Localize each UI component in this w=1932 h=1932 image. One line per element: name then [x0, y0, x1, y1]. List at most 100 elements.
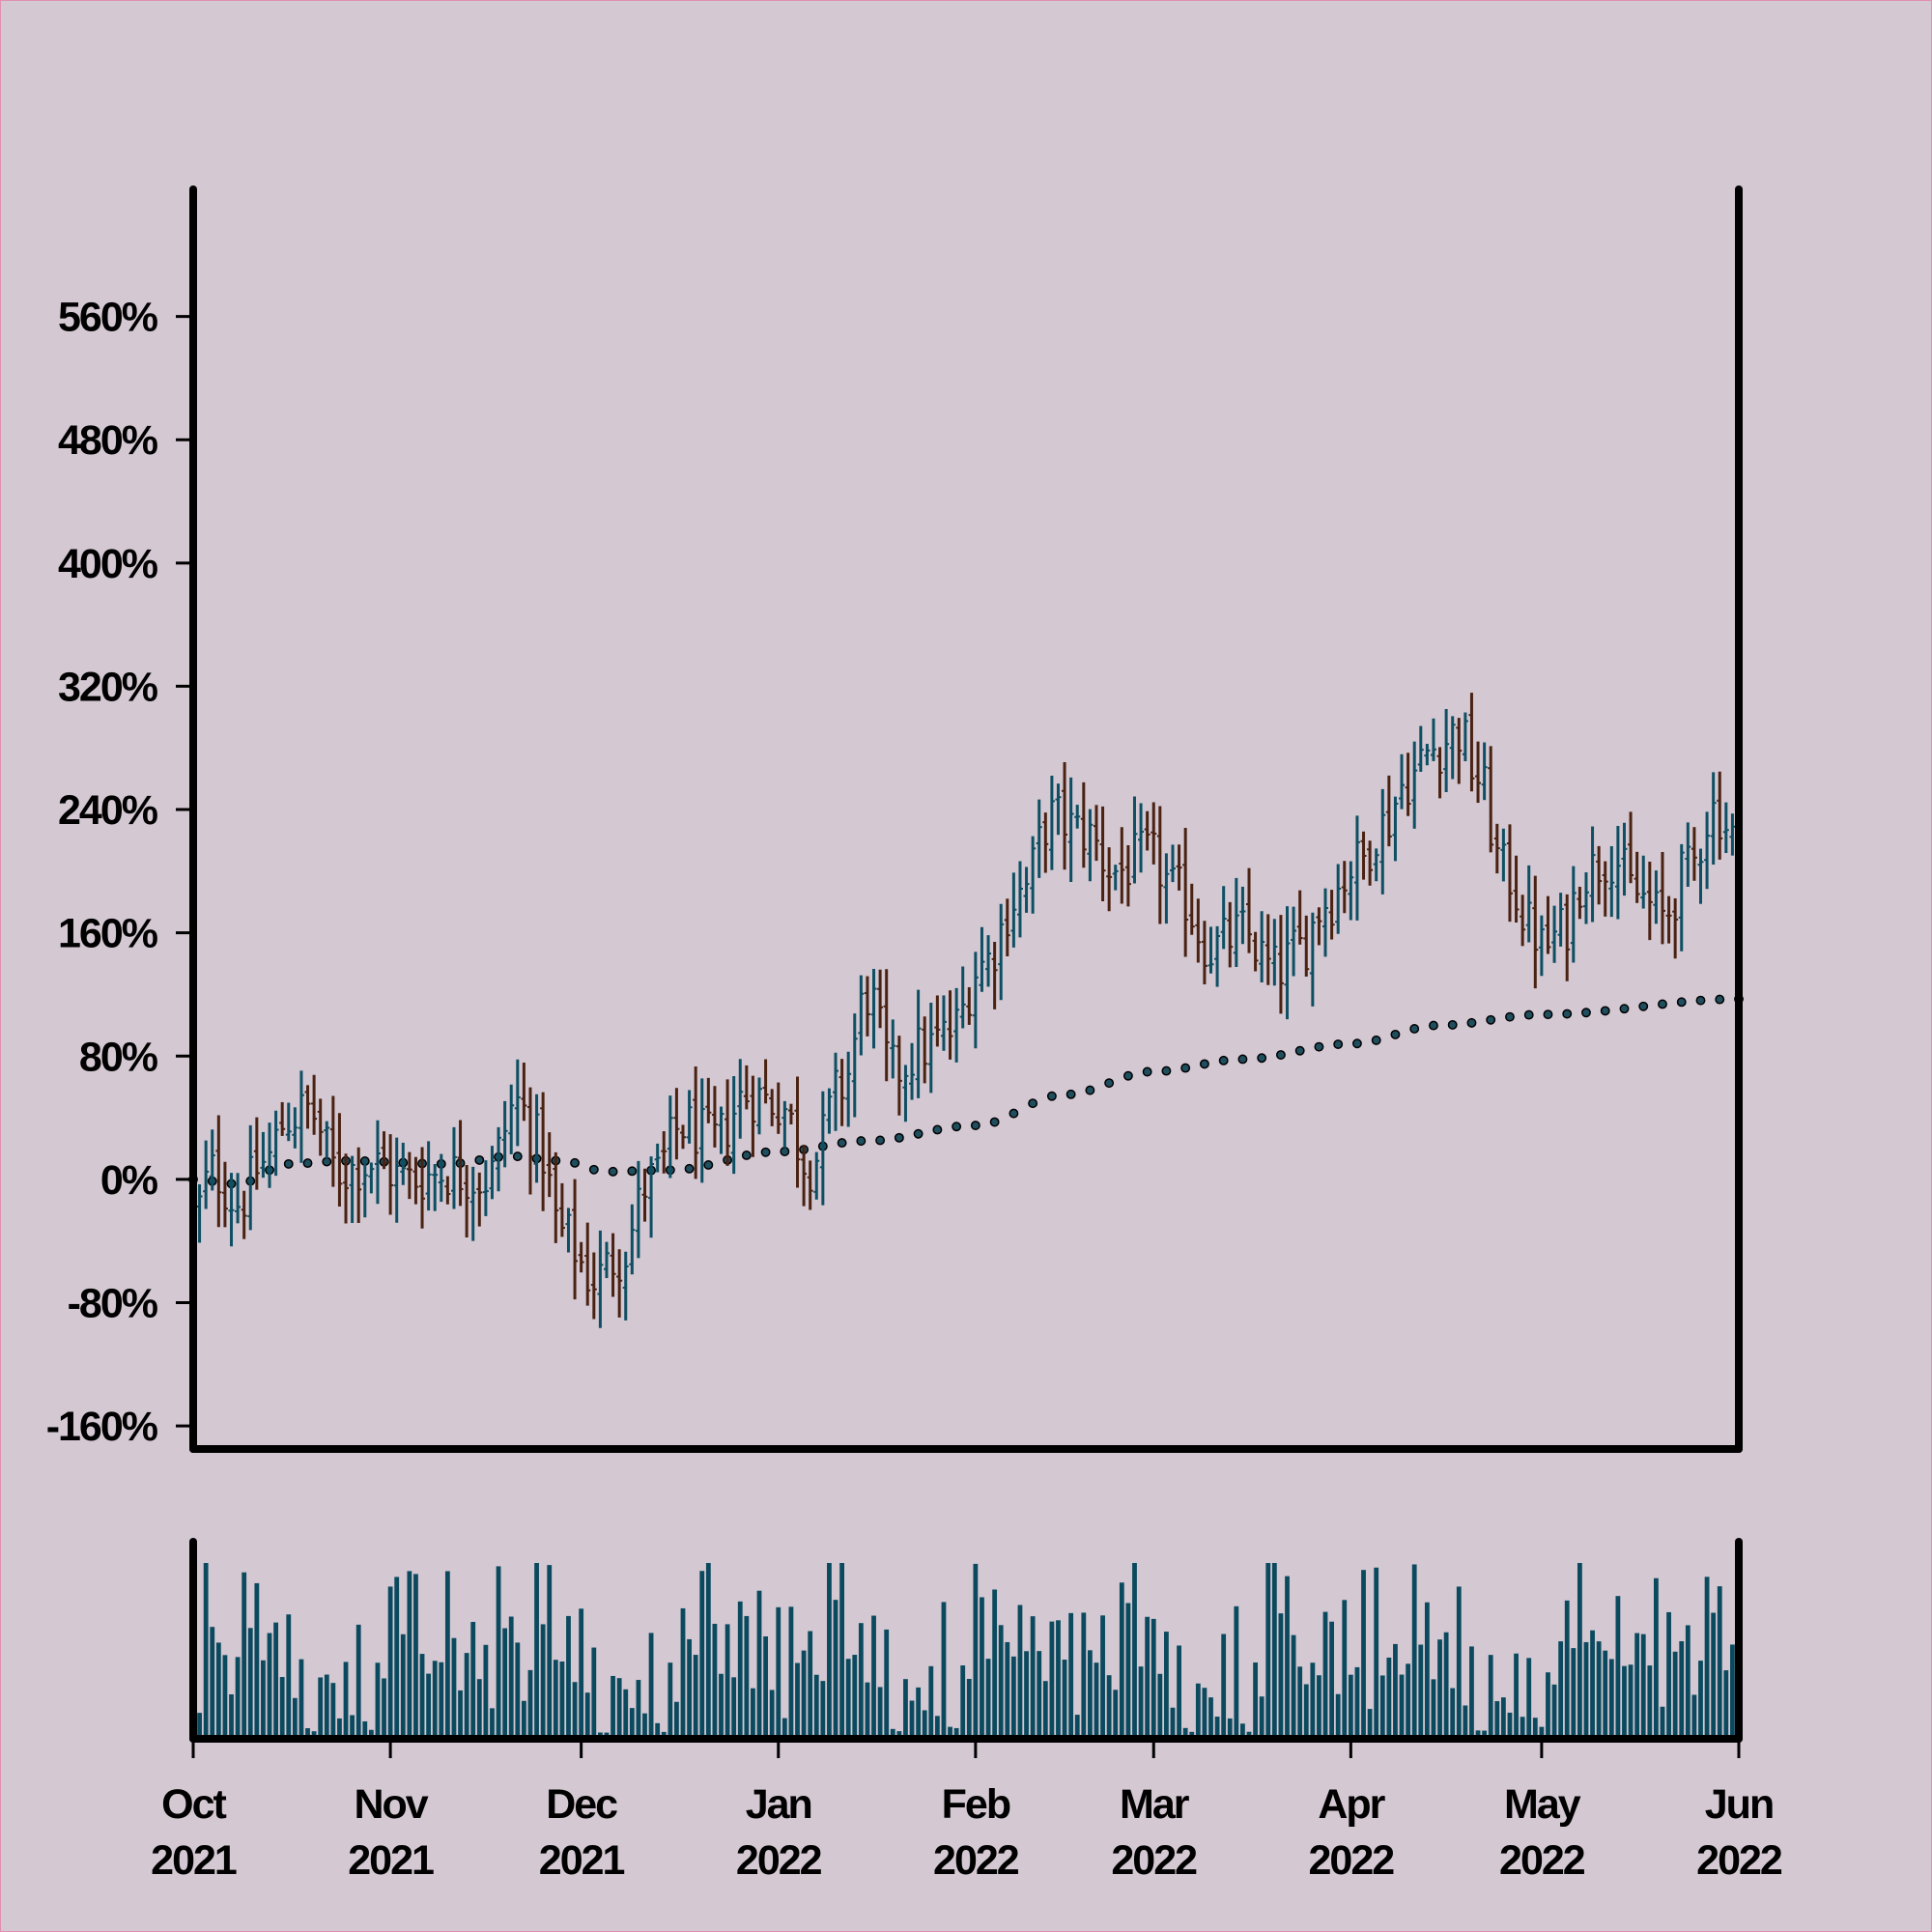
x-tick-label-year: 2022: [1499, 1837, 1585, 1884]
volume-bar: [382, 1678, 386, 1739]
x-tick-label-year: 2022: [1309, 1837, 1395, 1884]
volume-bar: [1411, 1564, 1417, 1739]
volume-bar: [1571, 1648, 1577, 1739]
average-marker: [570, 1157, 581, 1168]
volume-bar: [1488, 1655, 1493, 1739]
volume-bar: [527, 1669, 533, 1739]
average-marker: [1543, 1009, 1553, 1020]
average-marker: [1695, 995, 1706, 1006]
volume-bar: [1730, 1644, 1735, 1739]
volume-bar: [1634, 1633, 1640, 1739]
volume-bar: [1482, 1730, 1488, 1739]
average-marker: [1351, 1038, 1362, 1049]
volume-bar: [1647, 1665, 1653, 1739]
volume-bar: [1622, 1665, 1627, 1739]
volume-bar: [330, 1683, 336, 1739]
average-marker: [1581, 1008, 1591, 1018]
volume-bar: [611, 1675, 615, 1739]
average-marker: [894, 1132, 904, 1143]
volume-bar: [1628, 1664, 1634, 1739]
average-marker: [1161, 1065, 1172, 1076]
volume-bar: [629, 1708, 635, 1739]
average-marker: [283, 1158, 294, 1169]
average-marker: [588, 1164, 599, 1175]
x-tick-label-year: 2022: [1111, 1837, 1197, 1884]
y-tick-label: 320%: [58, 664, 158, 710]
volume-bar: [769, 1690, 775, 1739]
average-marker: [1638, 1001, 1649, 1011]
volume-bar: [922, 1710, 927, 1739]
volume-bar: [909, 1700, 915, 1739]
average-marker: [856, 1136, 867, 1147]
x-tick-label-month: Mar: [1120, 1781, 1190, 1828]
average-marker: [1447, 1019, 1458, 1030]
volume-bar: [985, 1659, 991, 1739]
volume-bar: [1214, 1717, 1220, 1739]
volume-bar: [795, 1662, 800, 1739]
average-marker: [627, 1166, 638, 1177]
average-marker: [474, 1154, 485, 1165]
volume-bar: [756, 1590, 762, 1739]
volume-bar: [852, 1655, 858, 1739]
volume-bar: [400, 1634, 406, 1739]
volume-bar: [934, 1716, 940, 1739]
volume-bar: [362, 1720, 368, 1739]
volume-bar: [948, 1726, 952, 1739]
volume-bar: [1475, 1730, 1481, 1739]
volume-bar: [337, 1718, 342, 1739]
y-axis-ticks: -160% -80% 0% 80% 160% 240% 320% 400% 480% 560%: [46, 295, 193, 1450]
volume-bar: [210, 1627, 215, 1739]
x-tick-label-month: May: [1504, 1781, 1581, 1828]
volume-bar: [1494, 1701, 1500, 1739]
volume-bar: [1500, 1697, 1506, 1739]
volume-bar: [1303, 1684, 1309, 1739]
volume-bar: [1094, 1662, 1099, 1739]
volume-bar: [1010, 1656, 1016, 1739]
average-marker: [1065, 1089, 1076, 1099]
average-marker: [913, 1128, 923, 1139]
volume-bar: [496, 1566, 501, 1739]
y-tick-label: 480%: [58, 417, 158, 464]
volume-bar: [1151, 1618, 1156, 1739]
volume-bar: [871, 1615, 876, 1739]
x-tick-label-month: Apr: [1318, 1781, 1385, 1828]
volume-bar: [407, 1571, 412, 1739]
volume-bar: [426, 1673, 432, 1739]
volume-bar: [490, 1708, 495, 1739]
volume-bar: [1074, 1715, 1080, 1739]
average-marker: [1676, 997, 1687, 1008]
average-marker: [1523, 1009, 1534, 1020]
volume-bar: [1253, 1662, 1258, 1739]
volume-bar: [279, 1676, 285, 1739]
average-marker: [302, 1158, 313, 1169]
y-tick-label: 560%: [58, 295, 158, 341]
volume-bar: [242, 1572, 247, 1739]
volume-bar: [1679, 1640, 1685, 1739]
volume-bar: [1666, 1611, 1671, 1739]
average-marker: [760, 1147, 771, 1157]
volume-bar: [470, 1621, 476, 1739]
volume-bar: [1265, 1563, 1271, 1739]
volume-bar: [394, 1577, 400, 1739]
volume-bar: [1208, 1697, 1213, 1739]
volume-bar: [508, 1616, 514, 1739]
volume-bar: [808, 1631, 813, 1739]
x-tick-label-year: 2022: [933, 1837, 1019, 1884]
volume-bar: [1182, 1727, 1188, 1739]
volume-bar: [744, 1615, 750, 1739]
volume-bar: [776, 1606, 781, 1739]
volume-bar: [1017, 1605, 1023, 1739]
volume-bar: [1711, 1612, 1717, 1739]
volume-bar: [1418, 1644, 1424, 1739]
volume-bar: [1399, 1674, 1405, 1739]
volume-bar: [724, 1624, 730, 1739]
volume-bar: [827, 1563, 832, 1739]
volume-bar: [521, 1700, 526, 1739]
volume-bar: [1551, 1684, 1557, 1739]
volume-bar: [1042, 1681, 1048, 1739]
volume-bar: [953, 1727, 959, 1739]
ohlc-bars: [190, 693, 1742, 1328]
average-marker: [952, 1122, 962, 1132]
volume-bar: [566, 1615, 571, 1739]
volume-bar: [705, 1563, 711, 1739]
